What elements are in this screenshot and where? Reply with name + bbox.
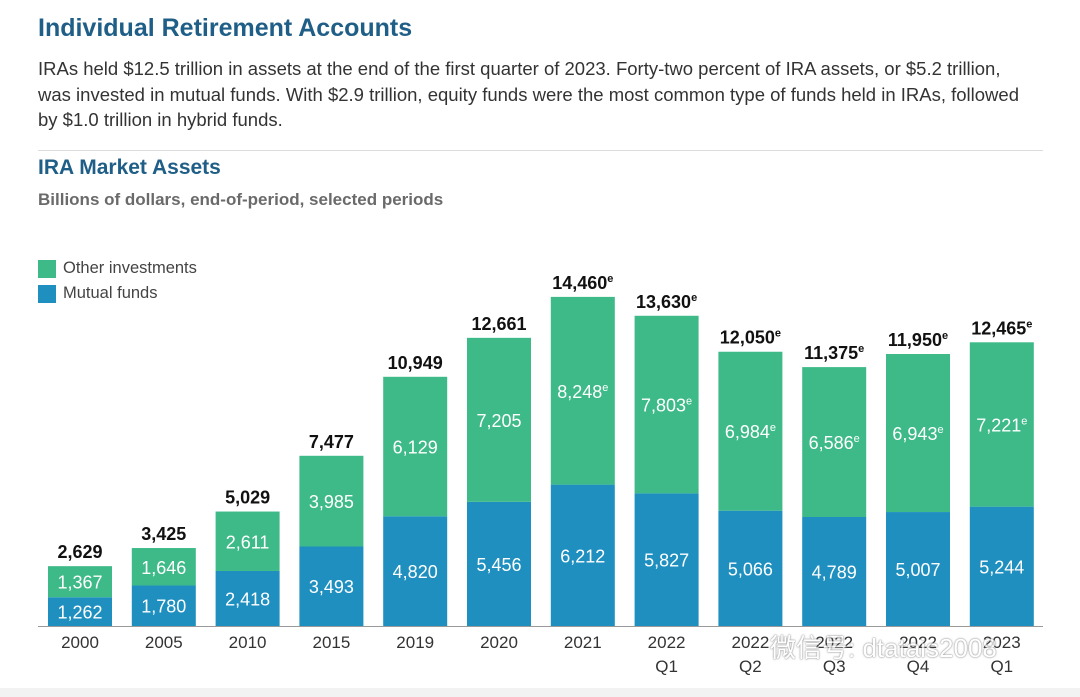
bar-other-investments	[299, 455, 364, 547]
bar-mutual-funds	[383, 516, 448, 626]
x-tick-label: 2022	[899, 633, 937, 652]
data-label-total: 12,465e	[971, 318, 1032, 338]
data-label-mutual-funds: 5,066	[728, 559, 773, 579]
x-tick-label: 2022	[648, 633, 686, 652]
x-tick-label-secondary: Q4	[907, 657, 930, 676]
x-tick-label: 2023	[983, 633, 1021, 652]
data-label-other-investments: 7,205	[476, 411, 521, 431]
x-tick-label: 2005	[145, 633, 183, 652]
legend-label-mutual-funds: Mutual funds	[63, 284, 158, 302]
data-label-other-investments: 6,586e	[809, 433, 860, 453]
bar-other-investments	[969, 342, 1034, 507]
x-tick-label: 2015	[312, 633, 350, 652]
bar-mutual-funds	[634, 493, 699, 626]
bar-other-investments	[383, 376, 448, 517]
data-label-mutual-funds: 4,820	[393, 562, 438, 582]
data-label-mutual-funds: 1,780	[141, 597, 186, 617]
bar-mutual-funds	[131, 585, 196, 626]
data-label-total: 7,477	[309, 432, 354, 452]
x-tick-label-secondary: Q3	[823, 657, 846, 676]
bar-other-investments	[802, 367, 867, 518]
data-label-other-investments: 8,248e	[557, 382, 608, 402]
x-tick-label-secondary: Q1	[990, 657, 1013, 676]
data-label-other-investments: 1,646	[141, 558, 186, 578]
bar-mutual-funds	[550, 484, 615, 626]
bar-mutual-funds	[969, 506, 1034, 626]
chart-subtitle: Billions of dollars, end-of-period, sele…	[38, 190, 444, 209]
data-label-mutual-funds: 5,456	[476, 555, 521, 575]
data-label-mutual-funds: 1,262	[57, 603, 102, 623]
data-label-mutual-funds: 2,418	[225, 589, 270, 609]
bar-mutual-funds	[718, 510, 783, 626]
data-label-total: 11,375e	[804, 343, 864, 363]
data-label-mutual-funds: 4,789	[812, 563, 857, 583]
bar-mutual-funds	[467, 501, 531, 626]
bar-other-investments	[550, 296, 615, 485]
data-label-total: 10,949	[388, 353, 443, 373]
x-tick-label-secondary: Q2	[739, 657, 762, 676]
bar-other-investments	[467, 337, 531, 502]
data-label-total: 13,630e	[636, 292, 697, 312]
bar-other-investments	[886, 354, 950, 513]
x-tick-label-secondary: Q1	[655, 657, 678, 676]
x-tick-label: 2020	[480, 633, 518, 652]
page-title: Individual Retirement Accounts	[38, 14, 413, 42]
data-label-total: 12,050e	[720, 328, 781, 348]
x-tick-label: 2019	[396, 633, 434, 652]
data-label-total: 2,629	[57, 542, 102, 562]
bar-other-investments	[131, 548, 196, 586]
x-tick-label: 2022	[731, 633, 769, 652]
data-label-mutual-funds: 5,007	[895, 560, 940, 580]
data-label-other-investments: 7,803e	[641, 396, 692, 416]
bar-other-investments	[718, 351, 783, 511]
x-tick-label: 2000	[61, 633, 99, 652]
data-label-total: 12,661	[471, 314, 526, 334]
bar-mutual-funds	[215, 570, 280, 626]
x-tick-label: 2021	[564, 633, 602, 652]
data-label-total: 3,425	[141, 524, 186, 544]
data-label-other-investments: 7,221e	[976, 415, 1027, 435]
watermark: 微信号: dtatais2008	[770, 633, 997, 663]
data-label-other-investments: 6,984e	[725, 422, 776, 442]
data-label-mutual-funds: 5,827	[644, 551, 689, 571]
chart-title: IRA Market Assets	[38, 156, 221, 179]
data-label-other-investments: 1,367	[57, 573, 102, 593]
data-label-mutual-funds: 5,244	[979, 557, 1024, 577]
data-label-total: 5,029	[225, 488, 270, 508]
x-tick-label: 2022	[815, 633, 853, 652]
legend-item-other-investments: Other investments	[38, 256, 197, 281]
legend-swatch-other-investments	[38, 259, 56, 278]
chart-legend: Other investments Mutual funds	[38, 256, 197, 306]
legend-item-mutual-funds: Mutual funds	[38, 281, 197, 306]
data-label-total: 11,950e	[888, 330, 948, 350]
bar-mutual-funds	[802, 517, 867, 626]
footer-strip	[0, 688, 1080, 697]
section-divider	[38, 150, 1043, 151]
intro-paragraph: IRAs held $12.5 trillion in assets at th…	[38, 58, 1019, 130]
legend-swatch-mutual-funds	[38, 284, 56, 303]
data-label-other-investments: 3,985	[309, 492, 354, 512]
bar-other-investments	[48, 566, 112, 598]
x-tick-label: 2010	[229, 633, 267, 652]
bar-mutual-funds	[48, 597, 112, 626]
data-label-mutual-funds: 6,212	[560, 546, 605, 566]
data-label-other-investments: 6,129	[393, 438, 438, 458]
bar-other-investments	[215, 511, 280, 571]
data-label-total: 14,460e	[552, 273, 613, 293]
data-label-mutual-funds: 3,493	[309, 577, 354, 597]
data-label-other-investments: 6,943e	[892, 424, 943, 444]
bar-mutual-funds	[299, 546, 364, 626]
data-label-other-investments: 2,611	[226, 532, 270, 552]
bar-other-investments	[634, 315, 699, 494]
bar-mutual-funds	[886, 512, 950, 626]
legend-label-other-investments: Other investments	[63, 259, 197, 277]
